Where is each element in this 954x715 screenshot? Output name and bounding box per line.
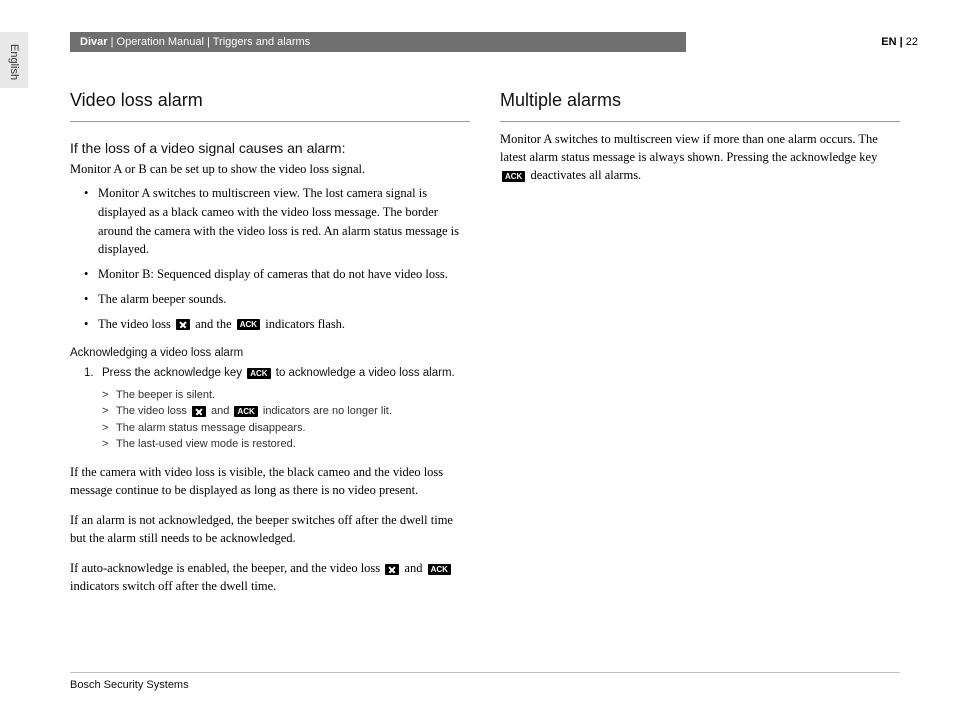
substep-item: The alarm status message disappears. xyxy=(102,420,470,437)
ack-steps: 1. Press the acknowledge key ACK to ackn… xyxy=(70,365,470,452)
ack-icon: ACK xyxy=(237,319,260,330)
ack-icon: ACK xyxy=(247,368,270,379)
ack-heading: Acknowledging a video loss alarm xyxy=(70,347,470,359)
body-para: If the camera with video loss is visible… xyxy=(70,463,470,499)
substep-text: The video loss xyxy=(116,405,190,417)
breadcrumb: Divar | Operation Manual | Triggers and … xyxy=(70,32,686,52)
video-loss-icon xyxy=(176,319,190,330)
step-text: to acknowledge a video loss alarm. xyxy=(276,367,455,379)
page-content: Video loss alarm If the loss of a video … xyxy=(70,90,900,607)
breadcrumb-sep-2: | xyxy=(204,36,213,48)
breadcrumb-product: Divar xyxy=(80,36,108,48)
body-para: If auto-acknowledge is enabled, the beep… xyxy=(70,559,470,595)
substep-item: The video loss and ACK indicators are no… xyxy=(102,403,470,420)
bullet-item: The video loss and the ACK indicators fl… xyxy=(84,315,470,334)
ack-icon: ACK xyxy=(502,171,525,182)
substep-item: The last-used view mode is restored. xyxy=(102,436,470,453)
breadcrumb-sep-1: | xyxy=(108,36,117,48)
video-loss-icon xyxy=(385,564,399,575)
step-text: Press the acknowledge key xyxy=(102,367,245,379)
body-text: Monitor A switches to multiscreen view i… xyxy=(500,132,878,164)
ack-icon: ACK xyxy=(234,406,257,417)
body-para: If an alarm is not acknowledged, the bee… xyxy=(70,511,470,547)
multiple-alarms-title: Multiple alarms xyxy=(500,90,900,122)
bullet-text: The video loss xyxy=(98,317,174,331)
substeps: The beeper is silent. The video loss and… xyxy=(102,387,470,453)
right-column: Multiple alarms Monitor A switches to mu… xyxy=(500,90,900,607)
substep-text: indicators are no longer lit. xyxy=(263,405,392,417)
ack-icon: ACK xyxy=(428,564,451,575)
bullet-text: and the xyxy=(195,317,235,331)
video-loss-intro: Monitor A or B can be set up to show the… xyxy=(70,160,470,178)
step-item: 1. Press the acknowledge key ACK to ackn… xyxy=(84,365,470,452)
breadcrumb-section: Triggers and alarms xyxy=(213,36,310,48)
video-loss-title: Video loss alarm xyxy=(70,90,470,122)
body-text: indicators switch off after the dwell ti… xyxy=(70,579,276,593)
page-number: 22 xyxy=(906,36,918,48)
video-loss-bullets: Monitor A switches to multiscreen view. … xyxy=(70,184,470,333)
body-text: deactivates all alarms. xyxy=(530,168,641,182)
body-text: and xyxy=(404,561,425,575)
page-meta: EN | 22 xyxy=(881,32,918,52)
left-column: Video loss alarm If the loss of a video … xyxy=(70,90,470,607)
body-text: If auto-acknowledge is enabled, the beep… xyxy=(70,561,383,575)
bullet-item: Monitor A switches to multiscreen view. … xyxy=(84,184,470,259)
video-loss-subhead: If the loss of a video signal causes an … xyxy=(70,140,470,156)
bullet-item: The alarm beeper sounds. xyxy=(84,290,470,309)
footer: Bosch Security Systems xyxy=(70,672,900,691)
step-number: 1. xyxy=(84,365,94,382)
language-tab: English xyxy=(0,32,28,88)
substep-item: The beeper is silent. xyxy=(102,387,470,404)
bullet-item: Monitor B: Sequenced display of cameras … xyxy=(84,265,470,284)
breadcrumb-doc: Operation Manual xyxy=(117,36,204,48)
video-loss-icon xyxy=(192,406,206,417)
page-lang: EN xyxy=(881,36,896,48)
substep-text: and xyxy=(211,405,232,417)
bullet-text: indicators flash. xyxy=(265,317,345,331)
multiple-alarms-para: Monitor A switches to multiscreen view i… xyxy=(500,130,900,184)
